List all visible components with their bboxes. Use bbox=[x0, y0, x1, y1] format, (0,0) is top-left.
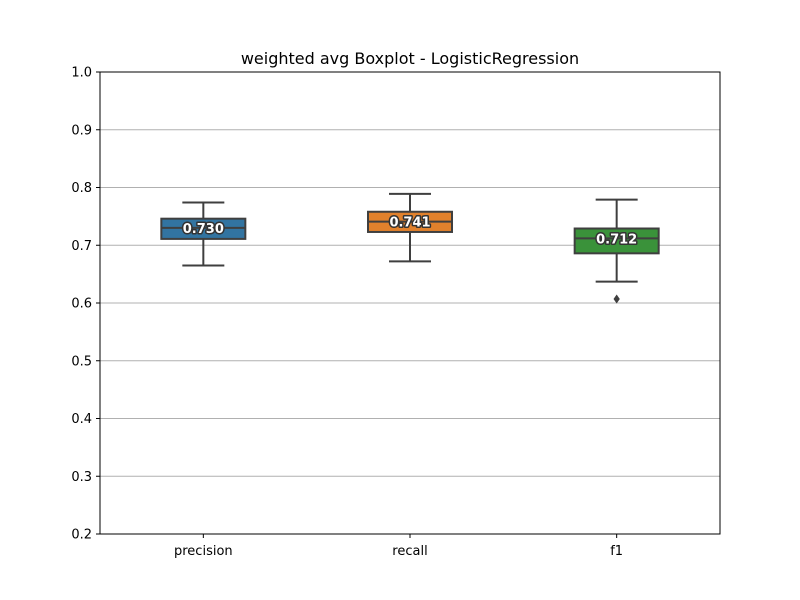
y-tick-label: 0.6 bbox=[71, 297, 92, 312]
median-value-label: 0.712 bbox=[596, 232, 637, 247]
iqr-box bbox=[573, 227, 660, 255]
y-tick-label: 0.9 bbox=[71, 123, 92, 138]
boxes-layer: 0.730 0.741 0.712 bbox=[160, 192, 660, 304]
box-group-recall: 0.741 bbox=[367, 192, 453, 263]
median-value-label: 0.741 bbox=[389, 216, 430, 231]
y-tick-label: 0.3 bbox=[71, 470, 92, 485]
x-tick-label: precision bbox=[174, 544, 233, 559]
box-group-f1: 0.712 bbox=[573, 198, 660, 304]
x-tick-label: f1 bbox=[610, 544, 623, 559]
axes-layer: 0.2 0.3 0.4 0.5 0.6 0.7 0.8 0.9 1.0 precision reca… bbox=[71, 66, 721, 559]
plot-frame bbox=[99, 71, 721, 535]
y-tick-label: 0.7 bbox=[71, 239, 92, 254]
y-tick-label: 0.8 bbox=[71, 181, 92, 196]
y-tick-label: 0.4 bbox=[71, 412, 92, 427]
x-tick-label: recall bbox=[392, 544, 427, 559]
y-tick-label: 0.5 bbox=[71, 354, 92, 369]
box-group-precision: 0.730 bbox=[160, 201, 247, 267]
y-tick-label: 1.0 bbox=[71, 66, 92, 81]
median-value-label: 0.730 bbox=[183, 222, 224, 237]
chart-title: weighted avg Boxplot - LogisticRegressio… bbox=[241, 49, 579, 68]
y-tick-label: 0.2 bbox=[71, 528, 92, 543]
outlier-point bbox=[613, 294, 620, 304]
